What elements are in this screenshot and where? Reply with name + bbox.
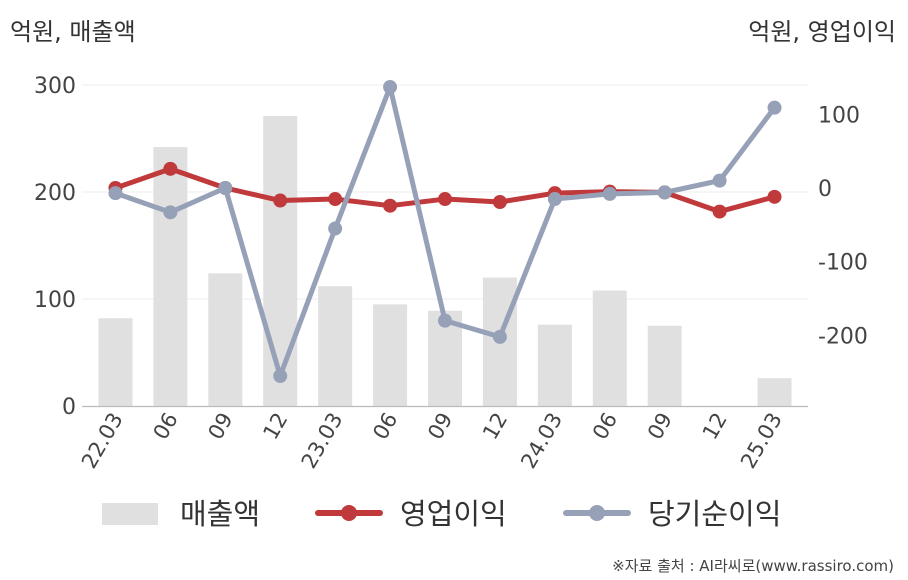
x-tick-label: 25.03: [736, 409, 787, 473]
x-tick-label: 23.03: [297, 409, 348, 473]
series-point: [163, 161, 178, 176]
bar: [757, 378, 792, 406]
legend-swatch-marker: [589, 505, 605, 521]
x-tick-label: 22.03: [77, 409, 128, 473]
bar: [647, 325, 682, 406]
series-point: [163, 205, 178, 220]
series-point: [273, 368, 288, 383]
series-point: [767, 189, 782, 204]
bar: [373, 304, 408, 406]
series-point: [657, 185, 672, 200]
series-point: [602, 186, 617, 201]
bar: [592, 290, 627, 406]
legend-swatch-bar: [102, 503, 158, 525]
y-left-tick-label: 300: [34, 74, 76, 99]
series-point: [712, 204, 727, 219]
x-tick-label: 09: [643, 409, 677, 444]
series-point: [438, 192, 452, 207]
x-tick-label: 06: [149, 409, 183, 444]
series-point: [273, 193, 288, 208]
y-right-tick-label: -100: [818, 251, 868, 276]
y-right-tick-label: 0: [818, 177, 832, 202]
x-tick-label: 06: [588, 409, 622, 444]
series-point: [328, 221, 343, 236]
x-tick-label: 12: [258, 409, 292, 444]
bar: [318, 286, 353, 406]
series-point: [108, 186, 123, 201]
y-left-tick-label: 200: [34, 181, 76, 206]
x-tick-label: 12: [698, 409, 732, 444]
series-point: [712, 173, 727, 188]
series-point: [218, 181, 233, 195]
y-left-tick-label: 0: [62, 395, 76, 420]
x-tick-label: 09: [423, 409, 457, 444]
series-point: [328, 192, 343, 207]
legend-swatch-marker: [341, 505, 357, 521]
y-right-tick-label: 100: [818, 103, 860, 128]
bar: [98, 318, 133, 406]
legend-label: 영업이익: [400, 497, 507, 531]
legend-label: 매출액: [180, 497, 260, 531]
grid-layer: [82, 84, 808, 300]
y-right-tick-label: -200: [818, 324, 868, 349]
series-point: [383, 80, 398, 95]
series-point: [547, 192, 562, 207]
series-point: [492, 329, 507, 344]
bar: [153, 147, 188, 406]
left-axis-unit: 억원, 매출액: [10, 18, 136, 46]
series-point: [767, 100, 782, 115]
series-point: [383, 198, 398, 213]
bar: [263, 116, 298, 406]
x-tick-label: 09: [203, 409, 237, 444]
bar: [537, 324, 572, 406]
series-point: [492, 195, 507, 210]
bars-layer: [98, 116, 792, 406]
lines-layer: [108, 80, 782, 383]
right-axis-unit: 억원, 영업이익: [748, 18, 896, 46]
x-tick-label: 24.03: [516, 409, 567, 473]
y-left-tick-label: 100: [34, 288, 76, 313]
x-tick-label: 06: [368, 409, 402, 444]
legend-label: 당기순이익: [648, 497, 781, 531]
legend: 매출액 영업이익 당기순이익: [102, 497, 781, 531]
series-point: [438, 313, 452, 328]
source-note: ※자료 출처 : AI라씨로(www.rassiro.com): [612, 557, 894, 575]
bar: [208, 273, 243, 406]
x-tick-label: 12: [478, 409, 512, 444]
